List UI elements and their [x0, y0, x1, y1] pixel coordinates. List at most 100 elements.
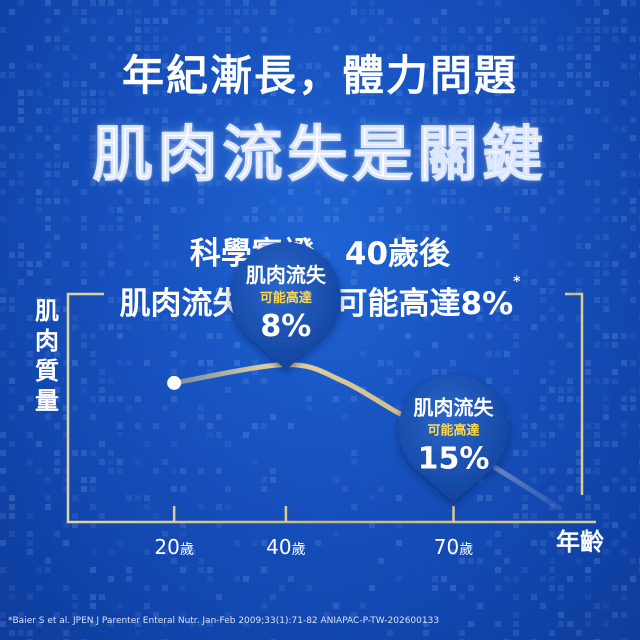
pattern-cell	[495, 621, 501, 627]
pattern-cell	[0, 351, 6, 357]
pattern-cell	[198, 90, 204, 96]
pattern-cell	[549, 432, 555, 438]
pattern-cell	[45, 225, 51, 231]
pattern-cell	[441, 54, 447, 60]
pattern-cell	[81, 261, 87, 267]
pattern-cell	[270, 468, 276, 474]
pattern-cell	[585, 612, 591, 618]
pattern-cell	[486, 297, 492, 303]
pattern-cell	[99, 387, 105, 393]
pattern-cell	[477, 495, 483, 501]
pattern-cell	[360, 117, 366, 123]
pattern-cell	[612, 612, 618, 618]
pattern-cell	[261, 81, 267, 87]
pattern-cell	[108, 450, 114, 456]
pattern-cell	[540, 603, 546, 609]
pattern-cell	[558, 621, 564, 627]
pattern-cell	[459, 162, 465, 168]
pattern-cell	[630, 252, 636, 258]
pattern-cell	[594, 297, 600, 303]
pattern-cell	[558, 189, 564, 195]
pattern-cell	[324, 99, 330, 105]
start-point-marker	[167, 375, 182, 390]
pattern-cell	[171, 351, 177, 357]
pattern-cell	[108, 225, 114, 231]
pattern-cell	[99, 396, 105, 402]
pattern-cell	[45, 72, 51, 78]
pattern-cell	[549, 198, 555, 204]
pattern-cell	[162, 126, 168, 132]
pattern-cell	[477, 315, 483, 321]
pattern-cell	[27, 360, 33, 366]
pattern-cell	[567, 135, 573, 141]
pattern-cell	[234, 18, 240, 24]
pattern-cell	[99, 594, 105, 600]
pattern-cell	[180, 522, 186, 528]
pattern-cell	[522, 189, 528, 195]
pattern-cell	[9, 360, 15, 366]
pattern-cell	[171, 144, 177, 150]
pattern-cell	[162, 459, 168, 465]
pattern-cell	[171, 9, 177, 15]
pattern-cell	[162, 297, 168, 303]
pattern-cell	[99, 369, 105, 375]
pattern-cell	[90, 63, 96, 69]
pattern-cell	[9, 153, 15, 159]
pattern-cell	[252, 369, 258, 375]
pattern-cell	[144, 27, 150, 33]
pattern-cell	[594, 441, 600, 447]
pattern-cell	[90, 486, 96, 492]
pattern-cell	[81, 486, 87, 492]
pattern-cell	[450, 549, 456, 555]
pattern-cell	[45, 351, 51, 357]
pattern-cell	[531, 36, 537, 42]
footnote-asterisk: *	[513, 274, 521, 290]
callout-bubble-shape	[230, 242, 341, 370]
pattern-cell	[153, 468, 159, 474]
pattern-cell	[324, 72, 330, 78]
pattern-cell	[90, 90, 96, 96]
pattern-cell	[432, 198, 438, 204]
pattern-cell	[144, 90, 150, 96]
pattern-cell	[369, 90, 375, 96]
pattern-cell	[54, 162, 60, 168]
pattern-cell	[531, 279, 537, 285]
pattern-cell	[630, 513, 636, 519]
pattern-cell	[225, 45, 231, 51]
pattern-cell	[0, 450, 6, 456]
pattern-cell	[99, 513, 105, 519]
pattern-cell	[549, 360, 555, 366]
pattern-cell	[594, 0, 600, 6]
pattern-cell	[540, 432, 546, 438]
x-tick-label-unit: 歲	[459, 542, 473, 558]
pattern-cell	[234, 342, 240, 348]
pattern-cell	[603, 342, 609, 348]
pattern-cell	[459, 54, 465, 60]
pattern-cell	[108, 549, 114, 555]
pattern-cell	[576, 468, 582, 474]
pattern-cell	[558, 117, 564, 123]
pattern-cell	[234, 162, 240, 168]
pattern-cell	[477, 0, 483, 6]
pattern-cell	[306, 585, 312, 591]
pattern-cell	[441, 225, 447, 231]
pattern-cell	[153, 27, 159, 33]
pattern-cell	[522, 495, 528, 501]
pattern-cell	[432, 576, 438, 582]
pattern-cell	[108, 378, 114, 384]
pattern-cell	[153, 612, 159, 618]
pattern-cell	[135, 81, 141, 87]
pattern-cell	[90, 153, 96, 159]
pattern-cell	[90, 351, 96, 357]
pattern-cell	[45, 135, 51, 141]
pattern-cell	[306, 63, 312, 69]
pattern-cell	[162, 621, 168, 627]
pattern-cell	[540, 108, 546, 114]
pattern-cell	[144, 135, 150, 141]
pattern-cell	[612, 441, 618, 447]
pattern-cell	[387, 18, 393, 24]
pattern-cell	[585, 495, 591, 501]
pattern-cell	[621, 270, 627, 276]
pattern-cell	[99, 108, 105, 114]
pattern-cell	[576, 234, 582, 240]
